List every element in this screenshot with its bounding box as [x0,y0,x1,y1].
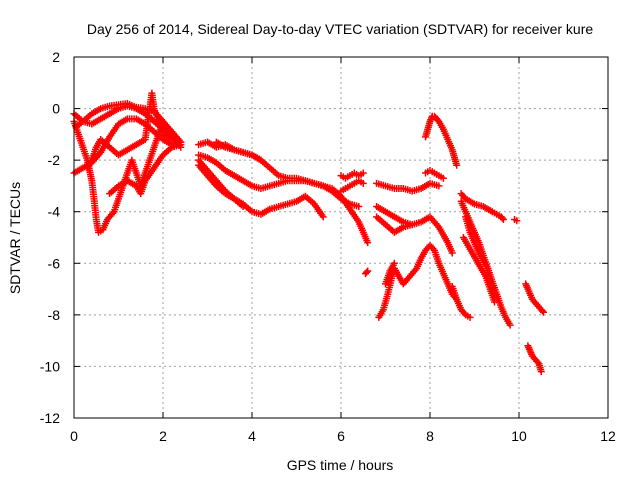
x-tick-label: 8 [426,428,434,444]
data-point [359,179,367,187]
data-point [355,203,363,211]
data-point [364,267,372,275]
data-series-track-27 [522,280,547,316]
data-series-track-26 [511,215,521,225]
data-point [498,214,506,222]
data-series-track-18 [382,259,398,288]
data-series-track-8 [195,151,372,247]
y-tick-label: -6 [48,255,61,271]
data-point [359,169,367,177]
tick-layer: 0 2 4 6 8 10 12 -12 -10 -8 -6 -4 -2 0 2 [40,49,616,444]
data-series-track-28 [524,342,545,376]
data-series-track-25 [462,213,492,272]
data-series-track-20 [422,166,447,182]
grid-layer [74,57,608,418]
data-point [539,308,547,316]
data-series-track-7 [195,138,363,211]
data-series-track-14 [373,179,443,195]
data-point [257,156,265,164]
x-tick-label: 12 [600,428,616,444]
data-series-track-21 [457,190,507,223]
y-tick-label: -12 [40,410,60,426]
data-point [363,268,371,276]
data-point [453,161,461,169]
data-layer [70,89,547,376]
data-point [439,174,447,182]
data-series-track-23 [459,234,499,306]
data-point [513,217,521,225]
x-tick-label: 0 [70,428,78,444]
data-point [448,249,456,257]
data-point [484,264,492,272]
x-tick-label: 4 [248,428,256,444]
data-series-track-19 [422,112,461,169]
y-tick-label: -2 [48,152,61,168]
data-point [538,307,546,315]
data-series-track-10 [195,161,247,211]
data-point [506,321,514,329]
data-point [499,215,507,223]
data-series-track-15 [373,203,456,257]
data-series-track-13 [337,177,367,195]
x-tick-label: 10 [511,428,527,444]
data-series-track-24 [448,282,474,321]
y-tick-label: 2 [52,49,60,65]
data-point [537,368,545,376]
y-axis-label: SDTVAR / TECUs [7,182,23,294]
x-axis-label: GPS time / hours [287,457,394,473]
y-tick-label: 0 [52,101,60,117]
data-series-track-16 [373,213,416,236]
data-series-track-11 [212,138,265,164]
y-tick-label: -10 [40,358,60,374]
data-point [435,182,443,190]
data-point [177,141,185,149]
y-tick-label: -8 [48,307,61,323]
data-series-track-12 [337,169,367,182]
data-point [491,298,499,306]
x-tick-label: 6 [337,428,345,444]
data-point [408,221,416,229]
data-point [168,136,176,144]
data-point [390,259,398,267]
y-tick-label: -4 [48,204,61,220]
data-series-track-5 [83,89,176,172]
data-point [239,203,247,211]
data-point [364,239,372,247]
chart-title: Day 256 of 2014, Sidereal Day-to-day VTE… [87,21,593,37]
data-point [109,209,117,217]
data-point [466,313,474,321]
data-point [319,213,327,221]
data-series-track-29 [361,267,372,278]
data-series-track-6 [106,141,185,198]
x-tick-label: 2 [159,428,167,444]
